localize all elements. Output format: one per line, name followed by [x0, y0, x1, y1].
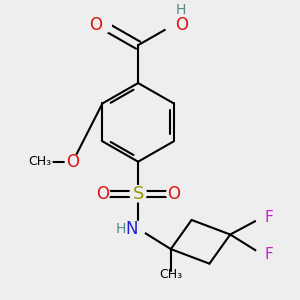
Circle shape — [130, 186, 146, 202]
Circle shape — [162, 272, 180, 290]
Text: CH₃: CH₃ — [159, 268, 182, 281]
Text: O: O — [175, 16, 188, 34]
Text: O: O — [66, 153, 79, 171]
Circle shape — [94, 16, 111, 34]
Circle shape — [28, 150, 52, 173]
Text: F: F — [264, 248, 273, 262]
Circle shape — [95, 187, 110, 201]
Circle shape — [166, 187, 181, 201]
Text: O: O — [167, 185, 180, 203]
Text: H: H — [116, 222, 126, 236]
Circle shape — [165, 16, 183, 34]
Circle shape — [256, 210, 270, 224]
Circle shape — [65, 154, 80, 169]
Text: O: O — [96, 185, 109, 203]
Text: N: N — [126, 220, 138, 238]
Text: CH₃: CH₃ — [28, 155, 52, 168]
Circle shape — [256, 248, 270, 262]
Text: S: S — [132, 185, 144, 203]
Text: O: O — [89, 16, 102, 34]
Text: H: H — [175, 4, 186, 17]
Text: F: F — [264, 209, 273, 224]
Circle shape — [131, 221, 146, 236]
